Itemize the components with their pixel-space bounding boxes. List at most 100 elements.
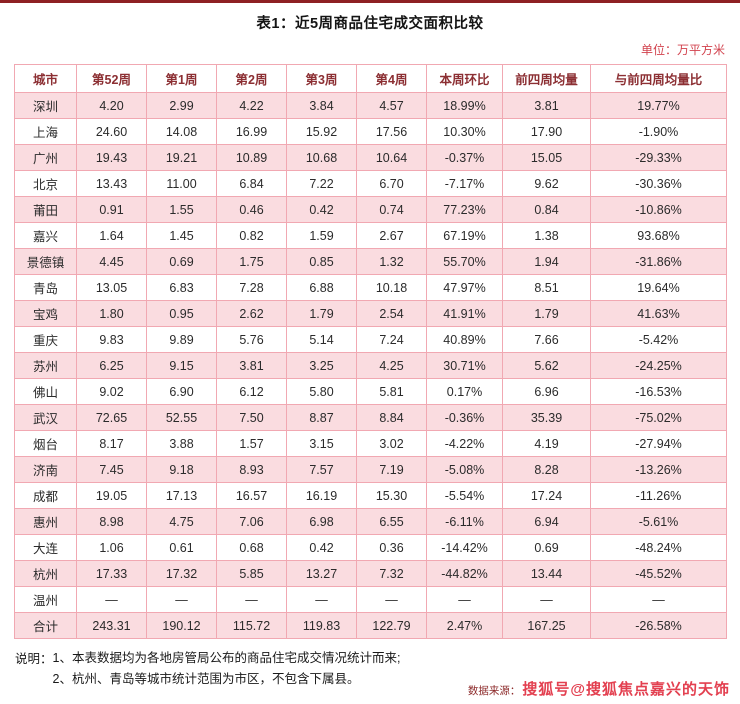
value-cell: 19.05 xyxy=(76,482,147,509)
value-cell: -26.58% xyxy=(590,612,727,639)
value-cell: 6.98 xyxy=(286,508,357,535)
value-cell: 24.60 xyxy=(76,118,147,145)
value-cell: 3.15 xyxy=(286,430,357,457)
value-cell: 4.75 xyxy=(146,508,217,535)
value-cell: 7.50 xyxy=(216,404,287,431)
city-cell: 合计 xyxy=(14,612,77,639)
value-cell: 7.28 xyxy=(216,274,287,301)
value-cell: -6.11% xyxy=(426,508,503,535)
value-cell: 10.68 xyxy=(286,144,357,171)
value-cell: 10.89 xyxy=(216,144,287,171)
value-cell: — xyxy=(146,586,217,613)
table-row: 大连 1.06 0.61 0.68 0.42 0.36 -14.42% 0.69 -48.24% xyxy=(14,534,727,561)
value-cell: 0.17% xyxy=(426,378,503,405)
table-row: 景德镇 4.45 0.69 1.75 0.85 1.32 55.70% 1.94 -31.86% xyxy=(14,248,727,275)
value-cell: 0.84 xyxy=(502,196,591,223)
value-cell: 6.70 xyxy=(356,170,427,197)
value-cell: 4.45 xyxy=(76,248,147,275)
value-cell: 0.85 xyxy=(286,248,357,275)
value-cell: -5.08% xyxy=(426,456,503,483)
value-cell: 10.30% xyxy=(426,118,503,145)
value-cell: 5.76 xyxy=(216,326,287,353)
table-row: 济南 7.45 9.18 8.93 7.57 7.19 -5.08% 8.28 -13.26% xyxy=(14,456,727,483)
value-cell: 0.46 xyxy=(216,196,287,223)
value-cell: 7.32 xyxy=(356,560,427,587)
value-cell: -27.94% xyxy=(590,430,727,457)
total-row: 合计 243.31 190.12 115.72 119.83 122.79 2.47% 167… xyxy=(14,612,727,639)
value-cell: -75.02% xyxy=(590,404,727,431)
value-cell: 6.94 xyxy=(502,508,591,535)
value-cell: 3.81 xyxy=(216,352,287,379)
value-cell: 0.74 xyxy=(356,196,427,223)
table-row: 宝鸡 1.80 0.95 2.62 1.79 2.54 41.91% 1.79 41.63% xyxy=(14,300,727,327)
value-cell: 19.21 xyxy=(146,144,217,171)
table-row: 佛山 9.02 6.90 6.12 5.80 5.81 0.17% 6.96 -16.53% xyxy=(14,378,727,405)
value-cell: 8.84 xyxy=(356,404,427,431)
value-cell: — xyxy=(426,586,503,613)
value-cell: 6.12 xyxy=(216,378,287,405)
value-cell: 5.14 xyxy=(286,326,357,353)
value-cell: -0.37% xyxy=(426,144,503,171)
value-cell: 7.19 xyxy=(356,456,427,483)
value-cell: 41.63% xyxy=(590,300,727,327)
column-header: 前四周均量 xyxy=(502,64,591,93)
column-header: 第4周 xyxy=(356,64,427,93)
value-cell: 1.38 xyxy=(502,222,591,249)
value-cell: 8.51 xyxy=(502,274,591,301)
city-cell: 武汉 xyxy=(14,404,77,431)
transactions-table: 城市 第52周 第1周 第2周 第3周 第4周 本周环比 前四周均量 与前四周均量比 深圳 4.2… xyxy=(14,64,727,639)
value-cell: -5.61% xyxy=(590,508,727,535)
city-cell: 广州 xyxy=(14,144,77,171)
value-cell: 77.23% xyxy=(426,196,503,223)
source-label: 数据来源： xyxy=(467,685,521,697)
value-cell: 0.68 xyxy=(216,534,287,561)
table-row: 杭州 17.33 17.32 5.85 13.27 7.32 -44.82% 13.44 -45… xyxy=(14,560,727,587)
table-row: 上海 24.60 14.08 16.99 15.92 17.56 10.30% 17.90 -1… xyxy=(14,118,727,145)
value-cell: 47.97% xyxy=(426,274,503,301)
city-cell: 温州 xyxy=(14,586,77,613)
value-cell: 1.06 xyxy=(76,534,147,561)
value-cell: -45.52% xyxy=(590,560,727,587)
value-cell: 13.44 xyxy=(502,560,591,587)
value-cell: 9.15 xyxy=(146,352,217,379)
value-cell: 0.69 xyxy=(502,534,591,561)
city-cell: 重庆 xyxy=(14,326,77,353)
table-row: 重庆 9.83 9.89 5.76 5.14 7.24 40.89% 7.66 -5.42% xyxy=(14,326,727,353)
value-cell: 4.25 xyxy=(356,352,427,379)
value-cell: 6.25 xyxy=(76,352,147,379)
value-cell: 40.89% xyxy=(426,326,503,353)
value-cell: — xyxy=(76,586,147,613)
table-row: 嘉兴 1.64 1.45 0.82 1.59 2.67 67.19% 1.38 93.68% xyxy=(14,222,727,249)
city-cell: 北京 xyxy=(14,170,77,197)
value-cell: 15.92 xyxy=(286,118,357,145)
value-cell: 7.45 xyxy=(76,456,147,483)
column-header: 城市 xyxy=(14,64,77,93)
value-cell: 41.91% xyxy=(426,300,503,327)
value-cell: 9.62 xyxy=(502,170,591,197)
value-cell: 15.05 xyxy=(502,144,591,171)
value-cell: 19.43 xyxy=(76,144,147,171)
table-title: 表1：近5周商品住宅成交面积比较 xyxy=(256,16,484,32)
city-cell: 深圳 xyxy=(14,92,77,119)
column-header: 第3周 xyxy=(286,64,357,93)
city-cell: 济南 xyxy=(14,456,77,483)
value-cell: 9.02 xyxy=(76,378,147,405)
table-row: 烟台 8.17 3.88 1.57 3.15 3.02 -4.22% 4.19 -27.94% xyxy=(14,430,727,457)
value-cell: 3.84 xyxy=(286,92,357,119)
value-cell: 1.55 xyxy=(146,196,217,223)
value-cell: 4.19 xyxy=(502,430,591,457)
value-cell: 17.32 xyxy=(146,560,217,587)
value-cell: 0.69 xyxy=(146,248,217,275)
value-cell: 0.61 xyxy=(146,534,217,561)
value-cell: 13.05 xyxy=(76,274,147,301)
value-cell: 6.83 xyxy=(146,274,217,301)
table-row: 成都 19.05 17.13 16.57 16.19 15.30 -5.54% 17.24 -1… xyxy=(14,482,727,509)
city-cell: 青岛 xyxy=(14,274,77,301)
value-cell: 3.02 xyxy=(356,430,427,457)
value-cell: 13.43 xyxy=(76,170,147,197)
value-cell: -16.53% xyxy=(590,378,727,405)
table-row: 温州 — — — — — — — — xyxy=(14,586,727,613)
notes-label: 说明： xyxy=(15,652,53,666)
value-cell: 2.54 xyxy=(356,300,427,327)
